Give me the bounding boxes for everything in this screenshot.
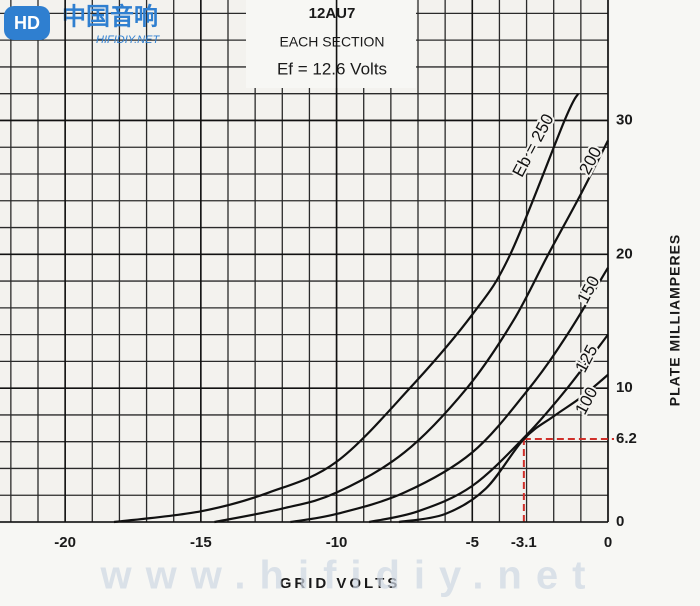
y-axis-label: PLATE MILLIAMPERES [667,234,683,407]
bottom-margin [0,524,610,606]
y-tick-label: 0 [616,513,624,530]
x-axis-label: GRID VOLTS [280,575,401,592]
y-tick-label: 20 [616,245,633,262]
chart-title: 12AU7 [309,5,356,22]
curve [113,93,580,524]
logo: HD 中国音响 HIFIDIY.NET [4,2,160,46]
x-tick-label: -3.1 [511,534,537,551]
curve [290,267,609,524]
title-box [246,0,416,88]
curve [214,140,609,524]
logo-icon-text: HD [14,13,40,33]
y-tick-label: 30 [616,111,633,128]
x-tick-label: 0 [604,534,612,551]
y-tick-label: 10 [616,379,633,396]
x-tick-label: -20 [54,534,76,551]
x-tick-label: -15 [190,534,212,551]
x-tick-label: -5 [466,534,479,551]
y-tick-label: 6.2 [616,430,637,447]
x-tick-label: -10 [326,534,348,551]
right-margin [610,0,700,606]
logo-icon [4,6,50,40]
curve [368,333,609,524]
watermark: www.hifidiy.net [100,554,600,598]
logo-name: 中国音响 [62,2,158,30]
logo-site: HIFIDIY.NET [96,34,160,46]
chart-subtitle: EACH SECTION [279,34,384,50]
curve [398,373,609,524]
annotation: Ef = 12.6 Volts [277,59,387,78]
